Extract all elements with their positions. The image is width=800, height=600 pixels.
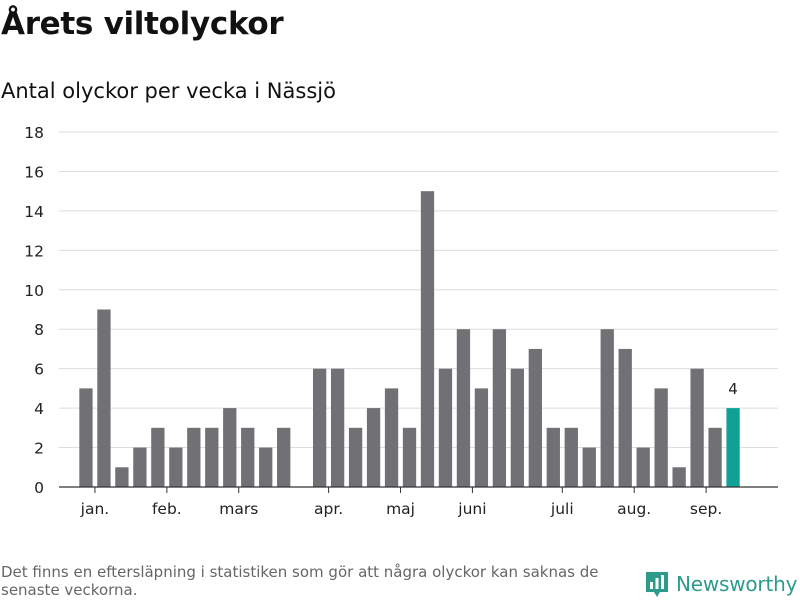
bar [169, 447, 183, 487]
bar [438, 368, 453, 487]
x-tick-label: jan. [80, 500, 110, 518]
bar [133, 447, 147, 487]
bar [654, 388, 668, 487]
gridlines [59, 131, 778, 449]
bar [528, 348, 542, 487]
bar [618, 348, 632, 487]
newsworthy-chart-icon [646, 572, 668, 597]
y-tick-label: 12 [24, 242, 44, 260]
x-tick-label: mars [219, 500, 258, 518]
bars [79, 191, 740, 488]
bar [672, 467, 686, 487]
brand[interactable]: Newsworthy [645, 570, 797, 598]
y-tick-label: 16 [24, 163, 44, 181]
bar [187, 427, 201, 487]
bar [456, 329, 471, 487]
y-tick-label: 2 [34, 440, 44, 458]
bar [151, 427, 165, 487]
x-tick-label: feb. [152, 500, 182, 518]
bar [312, 368, 327, 487]
bar [546, 427, 560, 487]
bar [366, 408, 381, 487]
y-tick-label: 18 [24, 124, 44, 142]
y-tick-label: 14 [24, 203, 44, 221]
bar [259, 447, 273, 487]
y-tick-label: 0 [34, 479, 44, 497]
chart-title: Årets viltolyckor [1, 6, 284, 42]
bar [241, 427, 255, 487]
x-axis: jan. feb. mars apr. maj juni juli aug. sep. [59, 486, 778, 518]
chart-subtitle: Antal olyckor per vecka i Nässjö [1, 79, 336, 103]
y-tick-label: 4 [34, 400, 44, 418]
bar [420, 191, 435, 488]
bar [510, 368, 525, 487]
bar [330, 368, 345, 487]
bar [223, 408, 237, 487]
x-tick-label: apr. [314, 500, 343, 518]
bar [79, 388, 93, 487]
brand-name: Newsworthy [676, 572, 798, 596]
bar [582, 447, 596, 487]
bar [564, 427, 578, 487]
y-tick-label: 6 [34, 361, 44, 379]
bar [115, 467, 129, 487]
bar [348, 427, 363, 487]
data-label: 4 [728, 380, 738, 398]
x-tick-label: maj [386, 500, 415, 518]
x-tick-label: juli [550, 500, 574, 518]
bar [636, 447, 650, 487]
highlight-bar [726, 408, 740, 487]
y-axis: 0 2 4 6 8 10 12 14 16 18 [24, 124, 44, 497]
bar [708, 427, 722, 487]
bar [97, 309, 111, 487]
y-tick-label: 10 [24, 282, 44, 300]
bar [690, 368, 704, 487]
bar [277, 427, 291, 487]
bar [474, 388, 489, 487]
bar [402, 427, 417, 487]
x-tick-label: aug. [617, 500, 651, 518]
data-labels: 4 [728, 380, 738, 398]
bar [492, 329, 507, 487]
y-tick-label: 8 [34, 321, 44, 339]
bar [384, 388, 399, 487]
bar [205, 427, 219, 487]
bar [600, 329, 614, 487]
x-tick-label: juni [457, 500, 486, 518]
x-tick-label: sep. [690, 500, 722, 518]
footnote: Det finns en eftersläpning i statistiken… [1, 563, 599, 599]
